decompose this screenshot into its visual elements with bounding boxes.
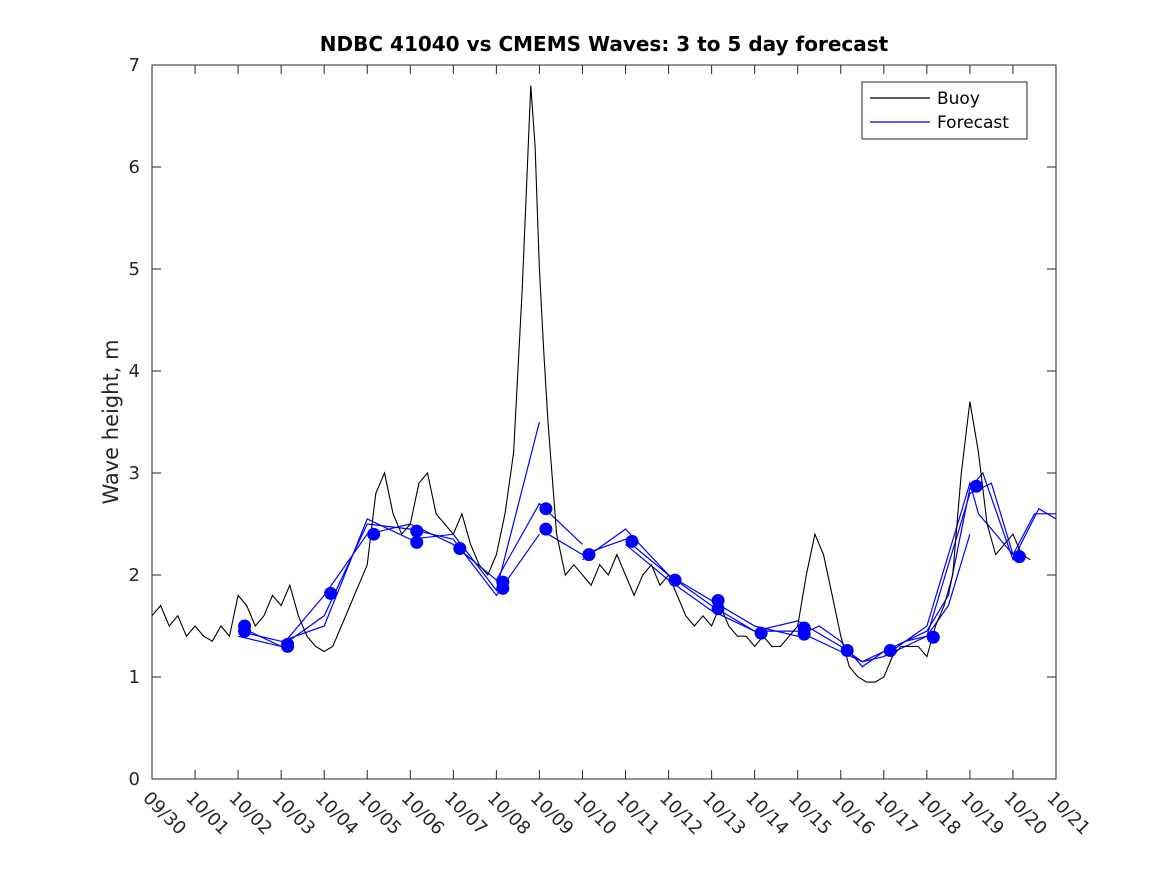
plot-frame	[151, 64, 1057, 780]
buoy-series-line	[151, 85, 1031, 683]
forecast-marker	[797, 627, 811, 641]
forecast-marker	[840, 643, 854, 657]
forecast-marker	[539, 522, 553, 536]
y-tick-label: 0	[129, 769, 140, 790]
forecast-marker	[754, 626, 768, 640]
y-tick-label: 6	[129, 157, 140, 178]
forecast-marker	[582, 548, 596, 562]
forecast-marker	[969, 479, 983, 493]
y-tick-label: 4	[129, 361, 140, 382]
forecast-marker	[711, 602, 725, 616]
plot-area	[152, 65, 1056, 779]
forecast-marker	[410, 535, 424, 549]
legend-box	[861, 81, 1028, 140]
forecast-marker	[410, 524, 424, 538]
forecast-marker	[926, 630, 940, 644]
forecast-marker	[496, 581, 510, 595]
y-tick-label: 2	[129, 565, 140, 586]
forecast-marker	[883, 643, 897, 657]
forecast-marker	[668, 573, 682, 587]
forecast-marker	[453, 541, 467, 555]
chart-title: NDBC 41040 vs CMEMS Waves: 3 to 5 day fo…	[320, 32, 889, 56]
forecast-marker	[367, 527, 381, 541]
legend: Buoy Forecast	[861, 81, 1028, 140]
y-tick-label: 1	[129, 667, 140, 688]
forecast-marker	[539, 502, 553, 516]
forecast-marker	[324, 586, 338, 600]
forecast-series-line	[840, 471, 1057, 663]
forecast-series-line	[883, 481, 1056, 658]
forecast-marker	[1012, 550, 1026, 564]
marker-layer	[238, 479, 1026, 657]
y-axis-label: Wave height, m	[99, 339, 123, 504]
forecast-marker	[281, 639, 295, 653]
y-tick-label: 7	[129, 55, 140, 76]
y-tick-label: 3	[129, 463, 140, 484]
legend-forecast-label: Forecast	[937, 113, 1009, 133]
forecast-marker	[625, 534, 639, 548]
y-tick-label: 5	[129, 259, 140, 280]
forecast-marker	[238, 624, 252, 638]
legend-buoy-label: Buoy	[937, 89, 980, 109]
